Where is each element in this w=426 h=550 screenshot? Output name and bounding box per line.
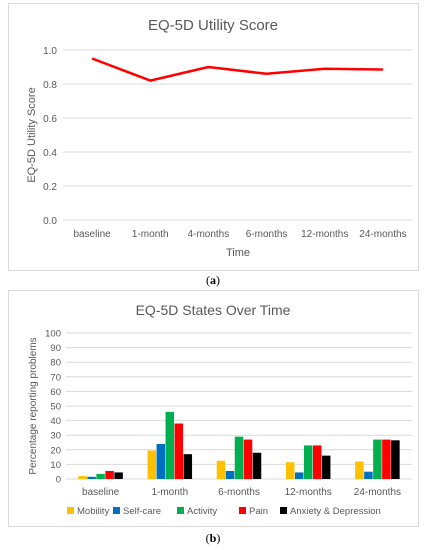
chart-b-bar: [243, 439, 253, 479]
chart-b-bar: [114, 472, 123, 479]
chart-a-ylabel: EQ-5D Utility Score: [26, 87, 38, 182]
chart-a-ytick-label: 0.6: [43, 114, 57, 125]
chart-b-ytick-label: 50: [50, 402, 61, 413]
chart-b-bar: [147, 450, 157, 479]
chart-b-bar: [174, 423, 184, 479]
chart-b-ytick-label: 60: [50, 387, 61, 398]
chart-b-bar: [165, 411, 175, 479]
chart-b-legend-label: Self-care: [123, 506, 161, 517]
chart-b-ytick-label: 70: [50, 372, 61, 383]
chart-a-xlabel: Time: [226, 247, 250, 259]
chart-b-bar: [303, 445, 313, 479]
chart-b-bar: [373, 439, 382, 479]
chart-b-bar: [156, 443, 166, 479]
chart-b-legend-label: Anxiety & Depression: [290, 506, 381, 517]
chart-a-xtick-label: 1-month: [132, 229, 169, 240]
chart-b-ytick-label: 30: [50, 431, 61, 442]
chart-b-bar: [105, 470, 114, 479]
chart-b-xtick-label: 6-months: [218, 487, 260, 498]
chart-b-legend-swatch: [177, 507, 184, 514]
chart-b-ytick-label: 100: [45, 329, 61, 340]
chart-a-ytick-label: 0.8: [43, 80, 57, 91]
chart-b-title: EQ-5D States Over Time: [136, 302, 291, 318]
chart-b-bar: [312, 445, 322, 479]
chart-a-ytick-label: 0.0: [43, 216, 57, 227]
chart-a-ytick-label: 1.0: [43, 46, 57, 57]
chart-b-ytick-label: 10: [50, 460, 61, 471]
chart-a-xtick-label: 24-months: [359, 229, 406, 240]
chart-b-bar: [252, 452, 262, 479]
chart-panel-a: [8, 3, 419, 271]
chart-a-xtick-label: 4-months: [188, 229, 230, 240]
chart-b-bar: [87, 476, 96, 479]
panel-label-a: (a): [206, 273, 220, 287]
chart-b-legend-label: Mobility: [77, 506, 109, 517]
chart-b-legend-swatch: [239, 507, 246, 514]
chart-b-bar: [183, 454, 193, 479]
chart-b-xtick-label: baseline: [82, 487, 120, 498]
chart-a-ytick-label: 0.2: [43, 182, 57, 193]
chart-b-bar: [294, 472, 304, 479]
chart-a-xtick-label: 12-months: [301, 229, 348, 240]
chart-b-bar: [355, 461, 364, 479]
chart-b-xtick-label: 12-months: [285, 487, 332, 498]
chart-b-bar: [382, 439, 391, 479]
chart-b-ytick-label: 20: [50, 445, 61, 456]
chart-b-legend-label: Pain: [249, 506, 268, 517]
panel-label-b: (b): [205, 531, 221, 545]
chart-a-title: EQ-5D Utility Score: [148, 17, 278, 34]
chart-b-xtick-label: 24-months: [354, 487, 401, 498]
chart-b-bar: [234, 436, 244, 479]
chart-a-ytick-label: 0.4: [43, 148, 57, 159]
chart-b-ytick-label: 90: [50, 343, 61, 354]
chart-b-bar: [78, 476, 87, 479]
chart-a-xtick-label: baseline: [73, 229, 111, 240]
chart-b-xtick-label: 1-month: [151, 487, 188, 498]
chart-b-legend-swatch: [113, 507, 120, 514]
chart-b-ytick-label: 0: [56, 475, 61, 486]
chart-b-bar: [96, 473, 105, 479]
chart-b-bar: [364, 471, 373, 479]
chart-b-ytick-label: 40: [50, 416, 61, 427]
chart-b-legend-swatch: [67, 507, 74, 514]
chart-b-legend-label: Activity: [187, 506, 217, 517]
chart-a-series-line: [91, 57, 383, 82]
chart-b-ytick-label: 80: [50, 358, 61, 369]
chart-a-xtick-label: 6-months: [246, 229, 288, 240]
chart-b-legend-swatch: [280, 507, 287, 514]
chart-b-bar: [321, 455, 331, 479]
chart-b-bar: [391, 440, 400, 479]
chart-b-bar: [225, 470, 235, 479]
chart-b-bar: [285, 462, 295, 479]
chart-panel-b: [8, 290, 419, 527]
chart-b-ylabel: Percentage reporting problems: [28, 337, 39, 474]
chart-b-bar: [216, 460, 226, 479]
